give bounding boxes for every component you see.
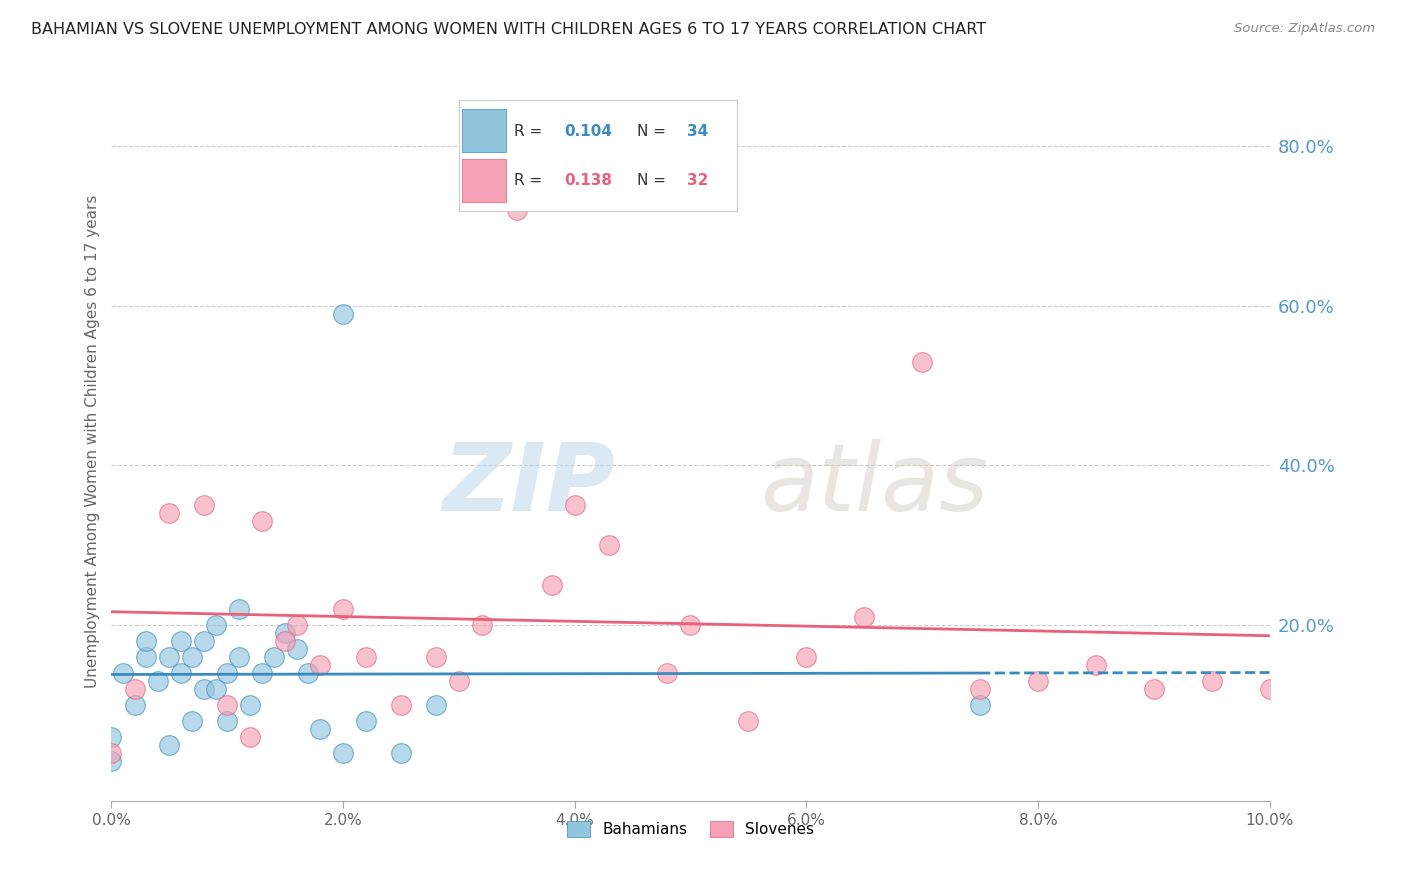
Point (389, 746, 412, 760)
Point (100, 730, 122, 744)
Point (506, 202, 529, 217)
Point (679, 618, 702, 632)
Point (193, 634, 215, 648)
Point (239, 698, 262, 712)
Point (204, 618, 226, 632)
Point (447, 674, 470, 689)
Point (297, 666, 319, 681)
Point (389, 698, 412, 712)
Point (217, 698, 239, 712)
Point (193, 498, 215, 512)
Point (170, 634, 193, 648)
Point (969, 681, 991, 696)
Point (124, 681, 146, 696)
Point (285, 642, 308, 657)
Point (564, 498, 586, 512)
Text: atlas: atlas (761, 439, 988, 530)
Point (657, 666, 679, 681)
Point (285, 618, 308, 632)
Point (228, 650, 250, 665)
Point (239, 730, 262, 744)
Point (425, 650, 447, 665)
Point (309, 658, 332, 673)
Point (598, 538, 620, 552)
Point (204, 681, 226, 696)
Text: ZIP: ZIP (443, 439, 616, 531)
Point (228, 602, 250, 616)
Point (853, 610, 876, 624)
Point (135, 650, 157, 665)
Y-axis label: Unemployment Among Women with Children Ages 6 to 17 years: Unemployment Among Women with Children A… (86, 194, 100, 688)
Point (157, 506, 180, 520)
Point (309, 722, 332, 736)
Point (1201, 674, 1223, 689)
Point (170, 666, 193, 681)
Point (794, 650, 817, 665)
Point (332, 307, 354, 321)
Point (217, 714, 239, 728)
Point (100, 754, 122, 768)
Point (274, 634, 297, 648)
Legend: Bahamians, Slovenes: Bahamians, Slovenes (561, 815, 820, 844)
Point (146, 674, 169, 689)
Point (969, 698, 991, 712)
Text: BAHAMIAN VS SLOVENE UNEMPLOYMENT AMONG WOMEN WITH CHILDREN AGES 6 TO 17 YEARS CO: BAHAMIAN VS SLOVENE UNEMPLOYMENT AMONG W… (31, 22, 986, 37)
Point (425, 698, 447, 712)
Point (250, 514, 273, 528)
Point (135, 634, 157, 648)
Point (157, 738, 180, 752)
Point (193, 681, 215, 696)
Point (911, 354, 934, 368)
Point (471, 618, 494, 632)
Point (124, 698, 146, 712)
Point (181, 650, 204, 665)
Point (332, 602, 354, 616)
Point (250, 666, 273, 681)
Point (100, 746, 122, 760)
Point (540, 578, 562, 592)
Point (1084, 658, 1107, 673)
Point (737, 714, 759, 728)
Point (181, 714, 204, 728)
Point (1258, 681, 1281, 696)
Point (1143, 681, 1166, 696)
Point (332, 746, 354, 760)
Point (217, 666, 239, 681)
Text: Source: ZipAtlas.com: Source: ZipAtlas.com (1234, 22, 1375, 36)
Point (111, 666, 134, 681)
Point (354, 650, 377, 665)
Point (157, 650, 180, 665)
Point (274, 626, 297, 640)
Point (354, 714, 377, 728)
Point (1026, 674, 1049, 689)
Point (263, 650, 285, 665)
